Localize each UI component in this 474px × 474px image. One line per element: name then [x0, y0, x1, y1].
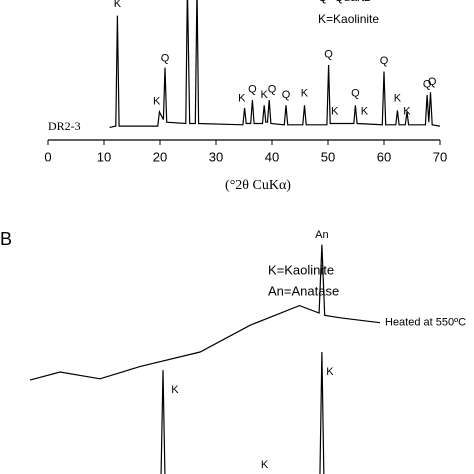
peak-label: K	[238, 93, 246, 105]
peak-label: K	[171, 384, 179, 396]
peak-label: Q	[248, 84, 257, 96]
series-label: Heated at 550ºC	[385, 317, 466, 329]
peak-label: Q	[423, 78, 432, 90]
peak-label: An	[315, 229, 328, 241]
peak-label: Q	[268, 84, 277, 96]
peak-label: Q	[428, 76, 437, 88]
peak-label: K	[114, 0, 122, 10]
x-tick-label: 30	[209, 149, 223, 164]
x-axis-label: (°2θ CuKα)	[225, 178, 291, 193]
x-tick-label: 20	[153, 149, 167, 164]
panel-label: B	[0, 229, 12, 249]
spectrum-line	[109, 0, 441, 128]
legend-text: K=Kaolinite	[318, 12, 379, 26]
x-tick-label: 50	[321, 149, 335, 164]
peak-label: K	[394, 93, 402, 105]
peak-label: K	[261, 459, 269, 471]
legend-text: An=Anatase	[268, 283, 339, 298]
x-tick-label: 0	[44, 149, 51, 164]
peak-label: K	[331, 106, 339, 118]
series-label: DR2-3	[48, 119, 81, 133]
peak-label: K	[361, 106, 369, 118]
peak-label: Q	[351, 88, 360, 100]
peak-label: K	[301, 88, 309, 100]
peak-label: Q	[161, 52, 170, 64]
spectrum-line	[160, 351, 325, 474]
peak-label: Q	[282, 89, 291, 101]
spectrum-line	[29, 244, 381, 381]
x-tick-label: 70	[433, 149, 447, 164]
legend-text: K=Kaolinite	[268, 262, 334, 277]
legend-text: Q=Quartz	[318, 0, 370, 4]
peak-label: Q	[380, 55, 389, 67]
peak-label: K	[153, 95, 161, 107]
x-tick-label: 10	[97, 149, 111, 164]
peak-label: Q	[324, 49, 333, 61]
x-tick-label: 40	[265, 149, 279, 164]
peak-label: K	[260, 89, 268, 101]
peak-label: K	[403, 106, 411, 118]
x-tick-label: 60	[377, 149, 391, 164]
peak-label: K	[326, 366, 334, 378]
